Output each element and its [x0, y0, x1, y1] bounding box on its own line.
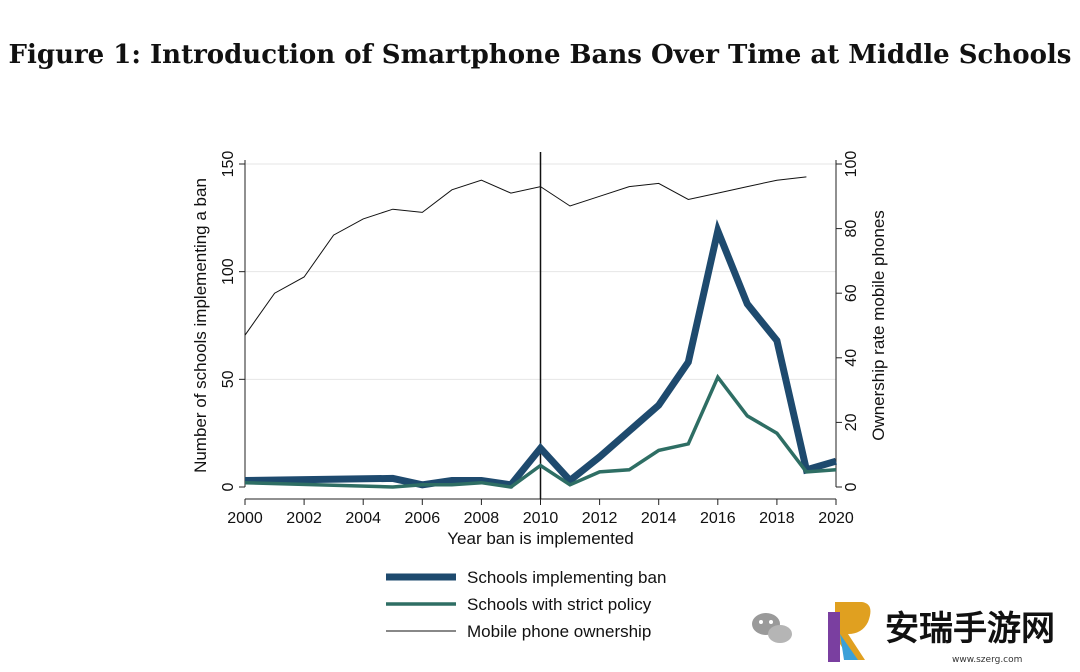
- y-axis-title-right: Ownership rate mobile phones: [869, 210, 888, 441]
- figure-title: Figure 1: Introduction of Smartphone Ban…: [8, 40, 1072, 70]
- legend-label: Schools with strict policy: [467, 595, 652, 614]
- y-tick-label-left: 150: [220, 151, 237, 178]
- site-logo-icon: [828, 602, 871, 662]
- y-axis-title-left: Number of schools implementing a ban: [191, 178, 210, 473]
- x-tick-label: 2006: [405, 510, 441, 527]
- x-tick-label: 2008: [464, 510, 500, 527]
- y-tick-label-right: 60: [843, 284, 860, 302]
- x-tick-label: 2004: [345, 510, 381, 527]
- x-tick-label: 2000: [227, 510, 263, 527]
- series-line-mobile-phone-ownership: [244, 176, 807, 336]
- x-tick-label: 2018: [759, 510, 795, 527]
- x-axis-title: Year ban is implemented: [447, 529, 634, 548]
- watermark-text: 安瑞手游网: [885, 609, 1055, 649]
- y-tick-label-left: 50: [220, 370, 237, 388]
- x-tick-label: 2016: [700, 510, 736, 527]
- wechat-icon: [752, 613, 792, 643]
- y-tick-label-right: 100: [843, 151, 860, 178]
- y-tick-label-right: 0: [843, 482, 860, 491]
- watermark-url: www.szerg.com: [952, 655, 1022, 665]
- x-tick-label: 2012: [582, 510, 618, 527]
- x-tick-label: 2014: [641, 510, 677, 527]
- x-tick-label: 2010: [523, 510, 559, 527]
- x-tick-label: 2020: [818, 510, 854, 527]
- y-tick-label-right: 40: [843, 349, 860, 367]
- series-line-schools-implementing-ban: [244, 219, 837, 489]
- y-tick-label-left: 0: [220, 482, 237, 491]
- legend-label: Schools implementing ban: [467, 568, 666, 587]
- watermark: 安瑞手游网 www.szerg.com: [752, 602, 1055, 665]
- series-line-schools-with-strict-policy: [244, 373, 837, 489]
- y-tick-label-left: 100: [220, 258, 237, 285]
- x-tick-label: 2002: [286, 510, 322, 527]
- legend-label: Mobile phone ownership: [467, 622, 651, 641]
- y-tick-label-right: 20: [843, 413, 860, 431]
- y-tick-label-right: 80: [843, 220, 860, 238]
